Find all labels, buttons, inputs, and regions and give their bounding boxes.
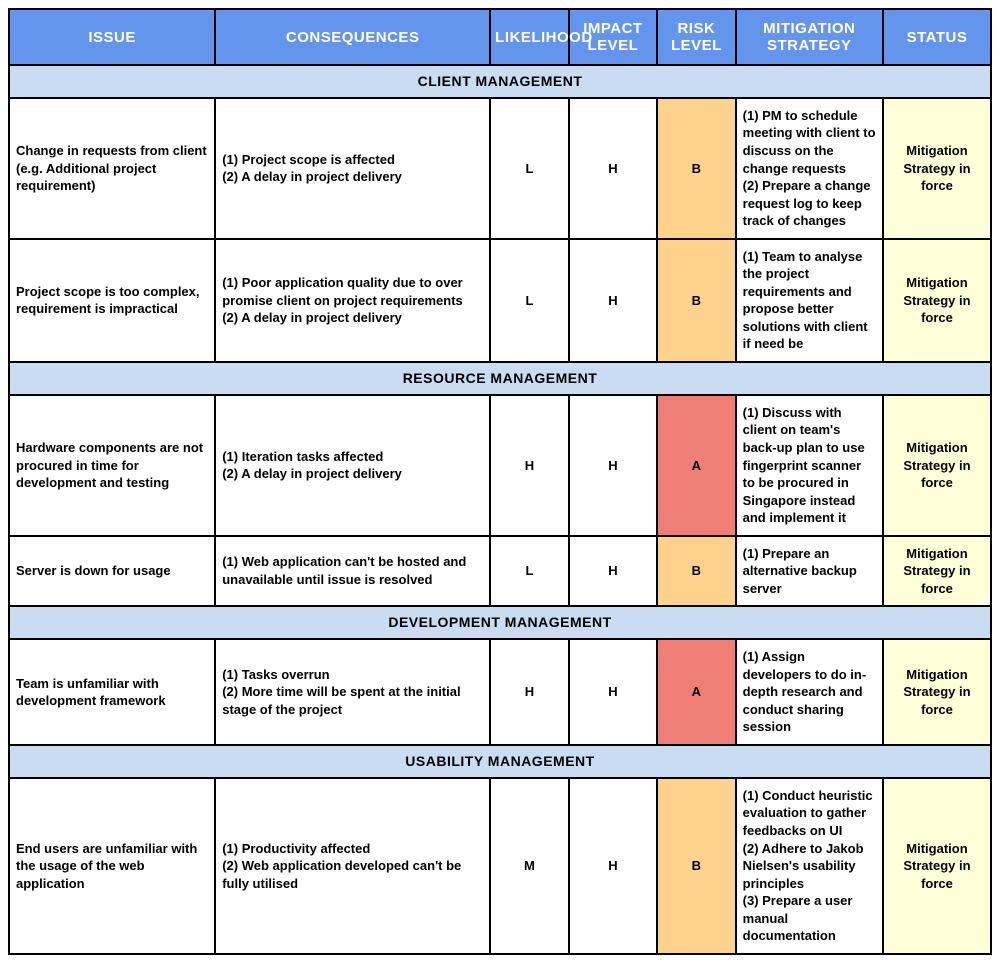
cell-impact: H — [569, 98, 657, 239]
cell-risk: B — [657, 239, 736, 362]
cell-consequences: (1) Project scope is affected(2) A delay… — [215, 98, 490, 239]
cell-status: Mitigation Strategy in force — [883, 639, 991, 745]
col-header-mitigation: Mitigation Strategy — [736, 9, 883, 65]
cell-consequences: (1) Poor application quality due to over… — [215, 239, 490, 362]
cell-mitigation: (1) Prepare an alternative backup server — [736, 536, 883, 607]
table-row: End users are unfamiliar with the usage … — [9, 778, 991, 954]
table-row: Project scope is too complex, requiremen… — [9, 239, 991, 362]
section-header: Client Management — [9, 65, 991, 98]
cell-status: Mitigation Strategy in force — [883, 395, 991, 536]
cell-impact: H — [569, 536, 657, 607]
cell-mitigation: (1) Assign developers to do in-depth res… — [736, 639, 883, 745]
cell-status: Mitigation Strategy in force — [883, 239, 991, 362]
col-header-issue: Issue — [9, 9, 215, 65]
cell-likelihood: H — [490, 395, 569, 536]
cell-risk: A — [657, 639, 736, 745]
cell-mitigation: (1) PM to schedule meeting with client t… — [736, 98, 883, 239]
cell-likelihood: L — [490, 536, 569, 607]
cell-consequences: (1) Productivity affected(2) Web applica… — [215, 778, 490, 954]
col-header-status: Status — [883, 9, 991, 65]
table-body: Client ManagementChange in requests from… — [9, 65, 991, 954]
section-title: Resource Management — [9, 362, 991, 395]
risk-matrix-table: Issue Consequences Likelihood Impact Lev… — [8, 8, 992, 955]
section-title: Usability Management — [9, 745, 991, 778]
cell-likelihood: M — [490, 778, 569, 954]
section-header: Resource Management — [9, 362, 991, 395]
cell-impact: H — [569, 778, 657, 954]
cell-likelihood: L — [490, 239, 569, 362]
cell-impact: H — [569, 395, 657, 536]
cell-risk: B — [657, 536, 736, 607]
section-header: Development Management — [9, 606, 991, 639]
cell-mitigation: (1) Conduct heuristic evaluation to gath… — [736, 778, 883, 954]
cell-mitigation: (1) Team to analyse the project requirem… — [736, 239, 883, 362]
section-title: Development Management — [9, 606, 991, 639]
col-header-likelihood: Likelihood — [490, 9, 569, 65]
table-row: Team is unfamiliar with development fram… — [9, 639, 991, 745]
section-title: Client Management — [9, 65, 991, 98]
cell-likelihood: H — [490, 639, 569, 745]
cell-issue: Team is unfamiliar with development fram… — [9, 639, 215, 745]
cell-consequences: (1) Iteration tasks affected(2) A delay … — [215, 395, 490, 536]
cell-issue: Change in requests from client (e.g. Add… — [9, 98, 215, 239]
cell-issue: End users are unfamiliar with the usage … — [9, 778, 215, 954]
cell-status: Mitigation Strategy in force — [883, 98, 991, 239]
cell-risk: B — [657, 778, 736, 954]
cell-impact: H — [569, 639, 657, 745]
cell-impact: H — [569, 239, 657, 362]
cell-risk: A — [657, 395, 736, 536]
cell-status: Mitigation Strategy in force — [883, 536, 991, 607]
section-header: Usability Management — [9, 745, 991, 778]
col-header-consequences: Consequences — [215, 9, 490, 65]
cell-status: Mitigation Strategy in force — [883, 778, 991, 954]
cell-issue: Server is down for usage — [9, 536, 215, 607]
cell-issue: Project scope is too complex, requiremen… — [9, 239, 215, 362]
cell-likelihood: L — [490, 98, 569, 239]
col-header-risk: Risk Level — [657, 9, 736, 65]
header-row: Issue Consequences Likelihood Impact Lev… — [9, 9, 991, 65]
cell-risk: B — [657, 98, 736, 239]
table-row: Server is down for usage(1) Web applicat… — [9, 536, 991, 607]
cell-issue: Hardware components are not procured in … — [9, 395, 215, 536]
cell-mitigation: (1) Discuss with client on team's back-u… — [736, 395, 883, 536]
cell-consequences: (1) Web application can't be hosted and … — [215, 536, 490, 607]
cell-consequences: (1) Tasks overrun(2) More time will be s… — [215, 639, 490, 745]
table-row: Hardware components are not procured in … — [9, 395, 991, 536]
table-row: Change in requests from client (e.g. Add… — [9, 98, 991, 239]
